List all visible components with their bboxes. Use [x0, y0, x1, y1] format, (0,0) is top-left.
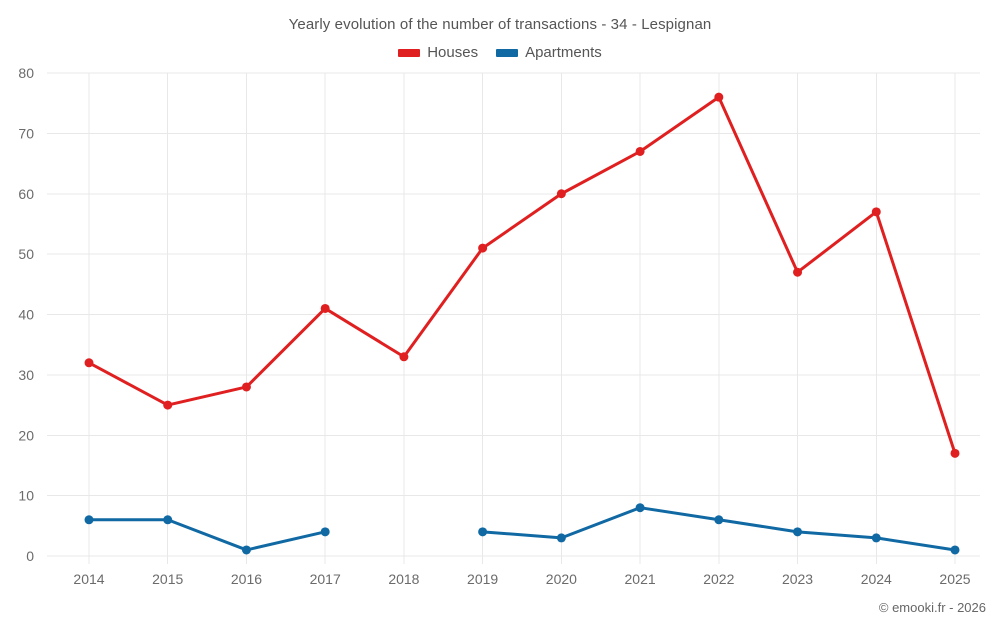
y-tick-label: 20 — [18, 427, 34, 443]
y-gridlines — [47, 72, 980, 557]
x-tick-label: 2014 — [73, 571, 104, 587]
chart-title: Yearly evolution of the number of transa… — [288, 16, 712, 33]
x-tick-label: 2018 — [388, 571, 419, 587]
y-tick-label: 40 — [18, 307, 34, 323]
data-point-houses[interactable] — [635, 146, 645, 156]
footer-credit: © emooki.fr - 2026 — [878, 600, 986, 615]
series-lines — [87, 95, 957, 552]
x-tick-label: 2017 — [310, 571, 341, 587]
y-axis-tick-labels: 0 10 20 30 40 50 60 70 80 — [18, 65, 34, 564]
data-point-houses[interactable] — [714, 92, 724, 102]
data-point-apartments[interactable] — [635, 503, 645, 513]
x-axis-tick-labels: 2014 2015 2016 2017 2018 2019 2020 2021 2022 2023… — [73, 571, 970, 587]
data-point-apartments[interactable] — [84, 515, 94, 525]
data-point-apartments[interactable] — [320, 527, 330, 537]
data-point-houses[interactable] — [241, 382, 251, 392]
y-tick-label: 0 — [26, 548, 34, 564]
x-gridlines — [88, 73, 956, 564]
data-point-houses[interactable] — [871, 207, 881, 217]
series-markers — [84, 92, 960, 555]
data-point-apartments[interactable] — [950, 545, 960, 555]
data-point-houses[interactable] — [84, 358, 94, 368]
data-point-houses[interactable] — [556, 189, 566, 199]
legend-swatch-apartments — [496, 48, 519, 57]
y-tick-label: 70 — [18, 125, 34, 141]
y-tick-label: 80 — [18, 65, 34, 81]
series-line-apartments — [87, 518, 327, 552]
y-tick-label: 50 — [18, 246, 34, 262]
x-tick-label: 2021 — [625, 571, 656, 587]
series-line-houses — [87, 95, 957, 455]
legend-item-houses[interactable]: Houses — [398, 44, 478, 61]
data-point-houses[interactable] — [950, 448, 960, 458]
legend-item-apartments[interactable]: Apartments — [496, 44, 602, 61]
x-tick-label: 2020 — [546, 571, 577, 587]
y-tick-label: 60 — [18, 186, 34, 202]
legend-label-houses: Houses — [427, 44, 479, 61]
data-point-apartments[interactable] — [241, 545, 251, 555]
data-point-apartments[interactable] — [793, 527, 803, 537]
x-tick-label: 2019 — [467, 571, 498, 587]
y-tick-label: 30 — [18, 367, 34, 383]
data-point-apartments[interactable] — [871, 533, 881, 543]
data-point-apartments[interactable] — [714, 515, 724, 525]
data-point-houses[interactable] — [399, 352, 409, 362]
legend-swatch-houses — [398, 48, 421, 57]
x-tick-label: 2025 — [939, 571, 970, 587]
chart-legend: Houses Apartments — [0, 44, 1000, 61]
data-point-houses[interactable] — [163, 400, 173, 410]
x-tick-label: 2024 — [861, 571, 892, 587]
x-tick-label: 2023 — [782, 571, 813, 587]
y-tick-label: 10 — [18, 488, 34, 504]
data-point-houses[interactable] — [320, 303, 330, 313]
x-tick-label: 2015 — [152, 571, 183, 587]
data-point-apartments[interactable] — [478, 527, 488, 537]
data-point-houses[interactable] — [478, 243, 488, 253]
x-tick-label: 2016 — [231, 571, 262, 587]
data-point-apartments[interactable] — [556, 533, 566, 543]
data-point-apartments[interactable] — [163, 515, 173, 525]
legend-label-apartments: Apartments — [525, 44, 602, 61]
x-tick-label: 2022 — [703, 571, 734, 587]
data-point-houses[interactable] — [793, 267, 803, 277]
